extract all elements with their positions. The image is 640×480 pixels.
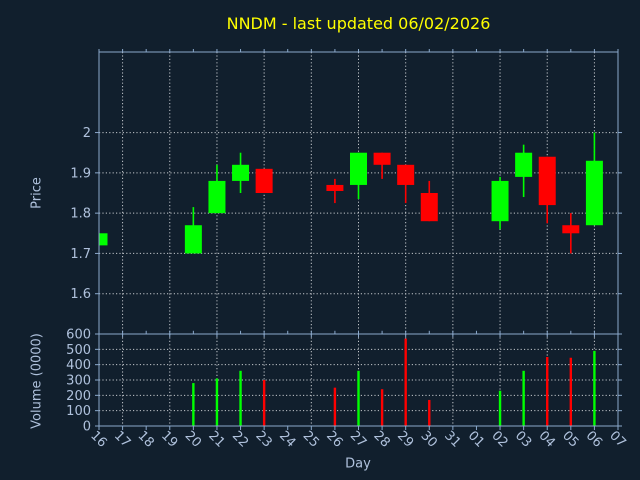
candle-day-22 (232, 152, 250, 193)
candles (99, 132, 603, 254)
candle-day-29 (397, 164, 415, 204)
volume-tick-label-600: 600 (66, 328, 91, 343)
x-tick-label-02: 02 (488, 428, 510, 450)
candle-day-26 (326, 178, 344, 204)
x-tick-label-25: 25 (300, 428, 322, 450)
candle-day-28 (373, 152, 391, 179)
candle-day-27 (350, 152, 367, 200)
x-tick-label-20: 20 (182, 428, 204, 450)
candle-day-20 (184, 207, 202, 254)
chart-title: NNDM - last updated 06/02/2026 (226, 14, 491, 33)
price-tick-label-1.8: 1.8 (70, 207, 91, 222)
candle-day-23 (255, 168, 273, 193)
x-tick-label-17: 17 (111, 428, 133, 450)
volume-tick-label-100: 100 (66, 404, 91, 419)
candle-day-03 (515, 144, 533, 198)
x-tick-label-30: 30 (418, 428, 440, 450)
x-tick-label-05: 05 (559, 428, 581, 450)
price-tick-label-1.9: 1.9 (70, 166, 91, 181)
price-tick-label-1.6: 1.6 (70, 287, 91, 302)
x-tick-label-27: 27 (347, 428, 369, 450)
grid-lines (99, 52, 618, 426)
volume-axis-label: Volume (0000) (29, 333, 45, 429)
volume-bars (192, 338, 596, 426)
x-tick-label-26: 26 (323, 428, 345, 450)
candle-day-16 (99, 233, 108, 246)
x-tick-label-23: 23 (252, 428, 274, 450)
candle-day-30 (420, 180, 438, 222)
candle-day-04 (538, 156, 556, 224)
volume-tick-label-400: 400 (66, 358, 91, 373)
candle-day-05 (562, 213, 580, 254)
day-axis-label: Day (345, 456, 371, 472)
volume-tick-label-300: 300 (66, 374, 91, 389)
x-tick-label-18: 18 (135, 428, 157, 450)
candle-day-02 (491, 176, 509, 230)
x-tick-label-01: 01 (465, 428, 487, 450)
candle-day-21 (208, 164, 226, 214)
candle-day-06 (585, 132, 603, 226)
x-tick-label-07: 07 (606, 428, 628, 450)
x-tick-label-21: 21 (205, 428, 227, 450)
volume-tick-label-0: 0 (83, 420, 91, 435)
x-tick-label-31: 31 (441, 428, 463, 450)
x-tick-label-28: 28 (370, 428, 392, 450)
price-tick-label-1.7: 1.7 (70, 247, 91, 262)
volume-tick-label-500: 500 (66, 343, 91, 358)
x-tick-label-04: 04 (536, 428, 558, 450)
tick-marks (95, 49, 622, 430)
volume-tick-label-200: 200 (66, 389, 91, 404)
x-tick-label-24: 24 (276, 428, 298, 450)
x-tick-label-06: 06 (583, 428, 605, 450)
price-axis-label: Price (29, 177, 45, 209)
x-tick-label-22: 22 (229, 428, 251, 450)
x-tick-label-29: 29 (394, 428, 416, 450)
x-tick-label-03: 03 (512, 428, 534, 450)
price-tick-label-2: 2 (83, 126, 91, 141)
x-tick-label-19: 19 (158, 428, 180, 450)
